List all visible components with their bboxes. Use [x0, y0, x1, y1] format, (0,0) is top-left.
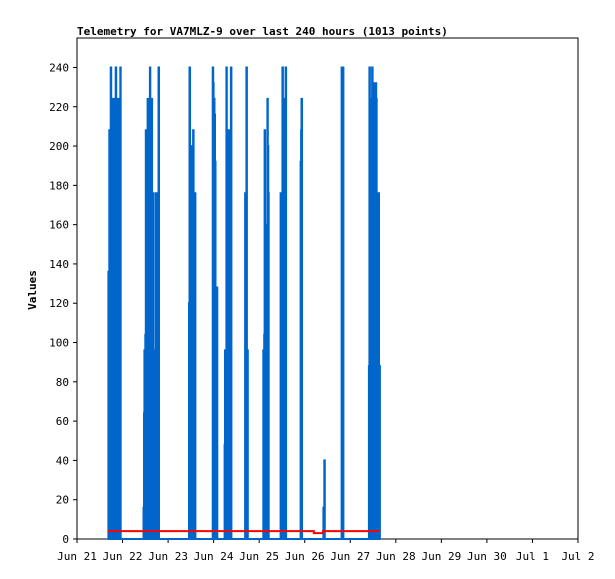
x-tick-label: Jun 29 — [421, 550, 461, 563]
y-tick-label: 200 — [49, 140, 69, 153]
x-tick-label: Jul 2 — [561, 550, 594, 563]
y-tick-label: 80 — [56, 376, 69, 389]
series-line — [108, 530, 380, 535]
x-tick-label: Jul 1 — [516, 550, 549, 563]
y-tick-label: 140 — [49, 258, 69, 271]
x-tick-label: Jun 28 — [376, 550, 416, 563]
x-tick-label: Jun 21 — [57, 550, 97, 563]
y-tick-label: 160 — [49, 219, 69, 232]
x-tick-label: Jun 23 — [148, 550, 188, 563]
series-layer — [107, 66, 381, 540]
y-tick-label: 100 — [49, 337, 69, 350]
y-axis: 0 20 40 60 80 100 120 140 160 180 200 220 240 — [49, 61, 77, 546]
y-tick-label: 220 — [49, 101, 69, 114]
x-tick-label: Jun 26 — [285, 550, 325, 563]
y-tick-label: 60 — [56, 415, 69, 428]
y-tick-label: 20 — [56, 494, 69, 507]
y-tick-label: 40 — [56, 454, 69, 467]
x-tick-label: Jun 24 — [194, 550, 234, 563]
chart-title: Telemetry for VA7MLZ-9 over last 240 hou… — [77, 25, 448, 38]
x-tick-label: Jun 27 — [330, 550, 370, 563]
y-tick-label: 240 — [49, 61, 69, 74]
x-axis: Jun 21 Jun 22 Jun 23 Jun 24 Jun 25 Jun 26 Jun … — [57, 539, 595, 563]
plot-area — [76, 37, 579, 540]
x-tick-label: Jun 22 — [103, 550, 143, 563]
x-tick-label: Jun 30 — [467, 550, 507, 563]
x-tick-label: Jun 25 — [239, 550, 279, 563]
y-tick-label: 180 — [49, 179, 69, 192]
y-axis-label: Values — [26, 270, 39, 310]
series-line — [107, 66, 381, 540]
y-tick-label: 0 — [62, 533, 69, 546]
y-tick-label: 120 — [49, 297, 69, 310]
